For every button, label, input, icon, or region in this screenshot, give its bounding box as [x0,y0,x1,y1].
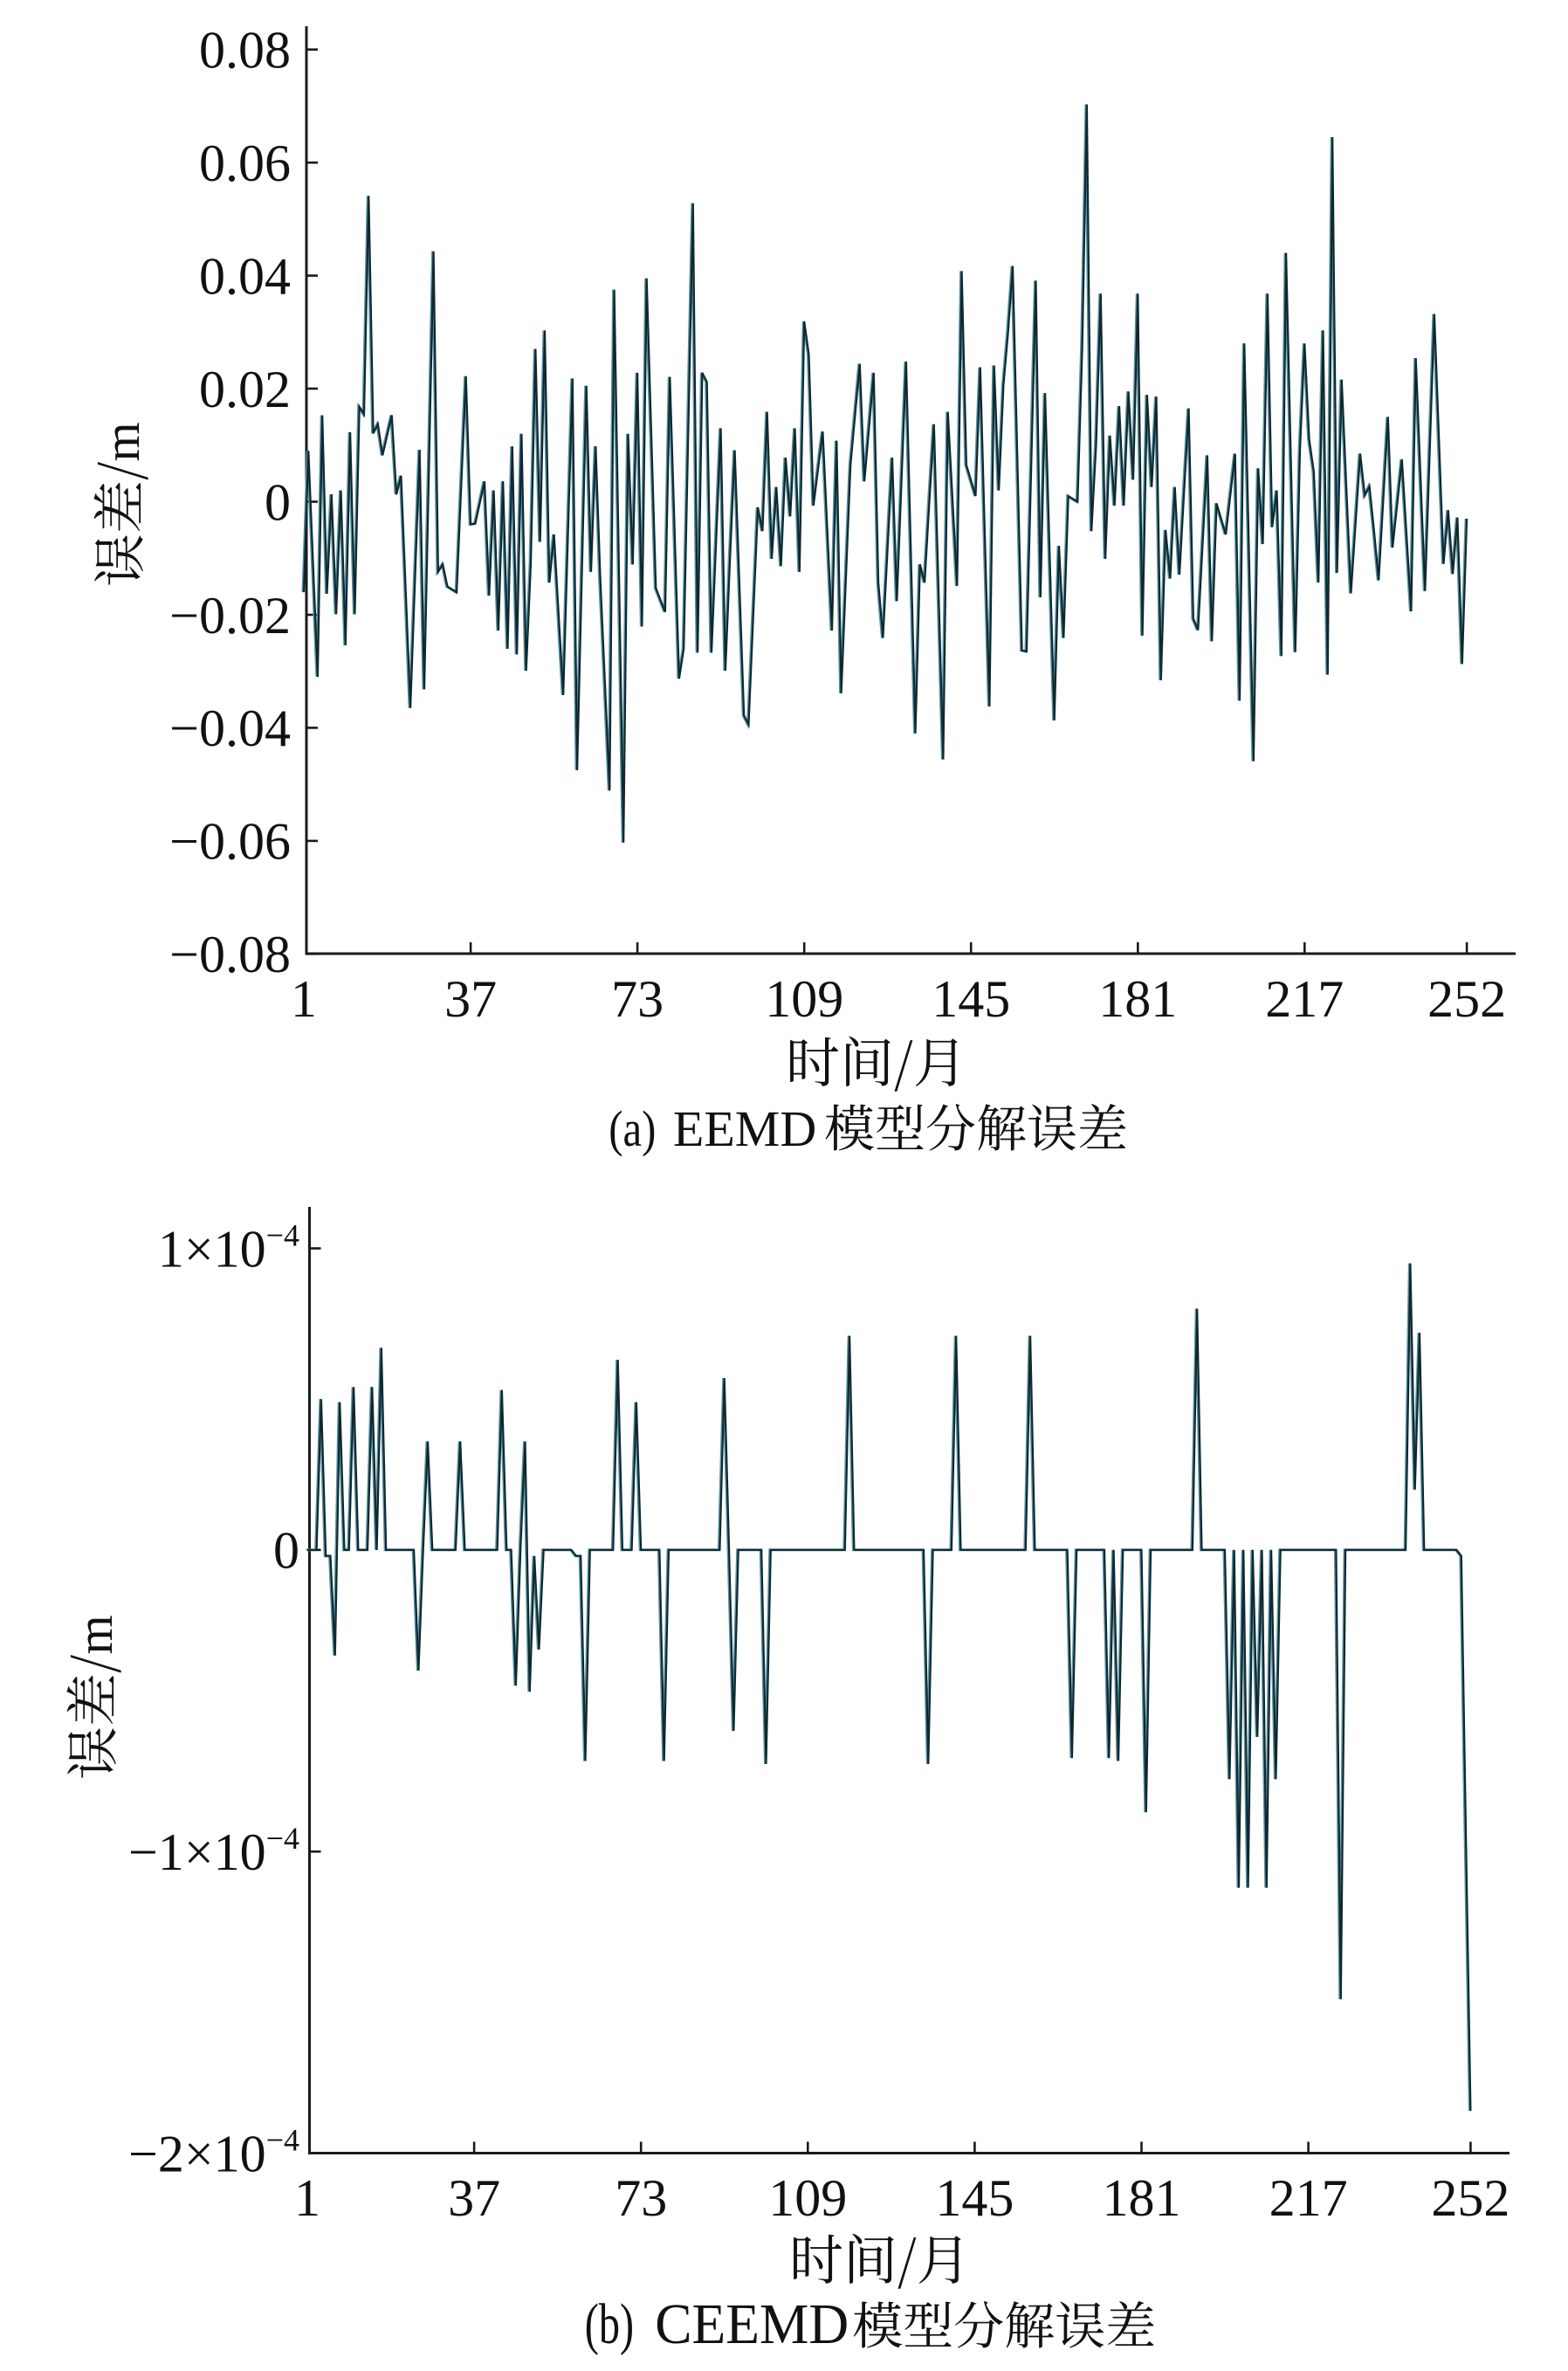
svg-text:252: 252 [1427,970,1506,1028]
svg-text:1×10−4: 1×10−4 [158,1217,299,1278]
svg-text:−2×10−4: −2×10−4 [128,2122,299,2182]
svg-text:73: 73 [615,2169,667,2227]
svg-text:145: 145 [935,2169,1014,2227]
svg-text:−0.04: −0.04 [169,700,291,757]
svg-text:0.02: 0.02 [199,361,291,418]
svg-text:37: 37 [444,970,497,1028]
svg-text:0.06: 0.06 [199,134,291,192]
svg-text:CEEMD: CEEMD [655,2292,849,2356]
svg-text:0: 0 [265,473,291,531]
svg-text:(b): (b) [585,2292,634,2356]
svg-text:37: 37 [448,2169,500,2227]
svg-text:m: m [66,1615,123,1654]
svg-text:EEMD: EEMD [673,1100,816,1157]
svg-text:−0.06: −0.06 [169,813,291,871]
svg-text:−0.08: −0.08 [169,926,291,983]
svg-text:0.04: 0.04 [199,247,291,305]
svg-text:181: 181 [1098,970,1177,1028]
svg-text:145: 145 [932,970,1010,1028]
svg-text:−1×10−4: −1×10−4 [128,1821,299,1881]
svg-text:252: 252 [1431,2169,1510,2227]
svg-text:181: 181 [1103,2169,1181,2227]
svg-text:0: 0 [273,1522,299,1580]
svg-text:−0.02: −0.02 [169,587,291,644]
svg-text:109: 109 [768,2169,847,2227]
svg-text:73: 73 [611,970,664,1028]
svg-text:1: 1 [294,2169,320,2227]
svg-text:217: 217 [1269,2169,1348,2227]
svg-text:217: 217 [1265,970,1344,1028]
svg-text:(a): (a) [609,1100,656,1157]
svg-text:m: m [93,422,150,461]
svg-text:109: 109 [765,970,843,1028]
svg-text:1: 1 [291,970,317,1028]
svg-text:0.08: 0.08 [199,22,291,79]
